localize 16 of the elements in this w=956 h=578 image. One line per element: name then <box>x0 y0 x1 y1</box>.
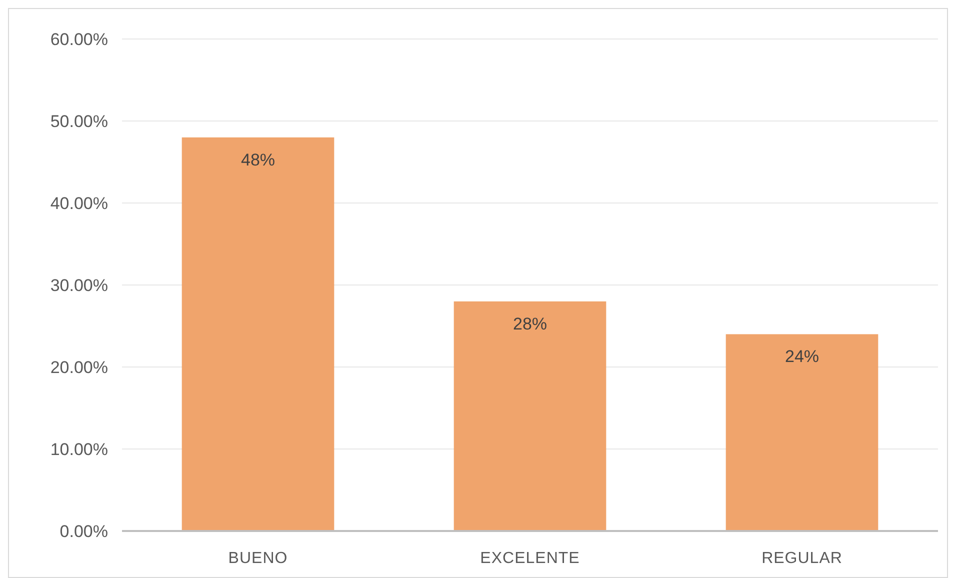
y-tick-label: 60.00% <box>50 30 108 49</box>
y-tick-label: 0.00% <box>60 522 108 541</box>
y-tick-label: 30.00% <box>50 276 108 295</box>
bar <box>182 137 334 531</box>
bar <box>454 301 606 531</box>
y-tick-label: 20.00% <box>50 358 108 377</box>
y-tick-label: 50.00% <box>50 112 108 131</box>
data-label: 24% <box>784 347 820 366</box>
y-tick-label: 10.00% <box>50 440 108 459</box>
data-label: 28% <box>512 314 548 334</box>
x-tick-label: EXCELENTE <box>480 550 580 567</box>
data-label: 48% <box>240 150 276 170</box>
x-tick-label: REGULAR <box>762 550 842 567</box>
x-tick-label: BUENO <box>228 550 288 567</box>
y-tick-label: 40.00% <box>50 194 108 213</box>
bar <box>726 334 878 531</box>
